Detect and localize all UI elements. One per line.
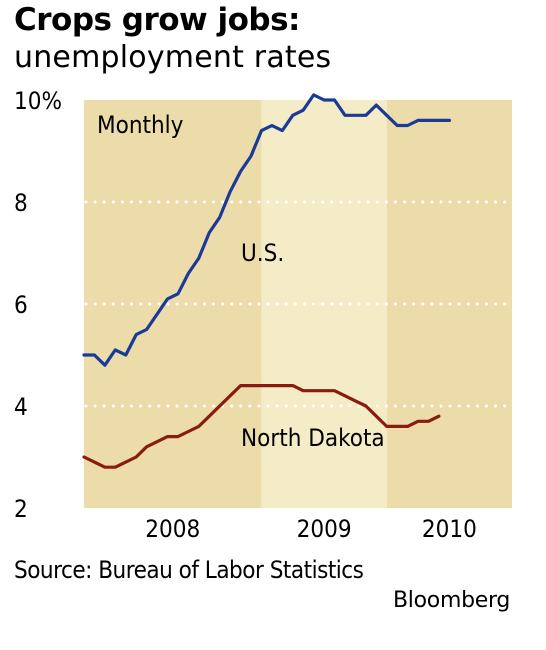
series-label-0: U.S. [241,239,284,267]
series-label-1: North Dakota [241,424,385,452]
chart-subtitle: unemployment rates [14,40,332,75]
y-tick-label-6: 6 [14,291,28,319]
credit-line: Bloomberg [393,588,510,613]
y-tick-label-8: 8 [14,189,28,217]
series-lines [82,93,451,469]
x-tick-label-2010: 2010 [422,515,477,543]
x-tick-label-2009: 2009 [297,515,352,543]
chart-title: Crops grow jobs: [14,2,300,38]
source-note: Source: Bureau of Labor Statistics [14,556,364,584]
series-line-1 [82,384,441,469]
y-tick-label-2: 2 [14,495,28,523]
y-tick-label-10: 10% [14,87,62,115]
chart-labels: 2008 2009 2010 10% 8 6 4 2 Monthly U.S. North Dako… [14,87,477,543]
series-line-0 [82,93,451,367]
frequency-label: Monthly [97,111,184,139]
x-tick-label-2008: 2008 [145,515,200,543]
year-band-2008 [84,100,262,508]
y-tick-label-4: 4 [14,393,28,421]
